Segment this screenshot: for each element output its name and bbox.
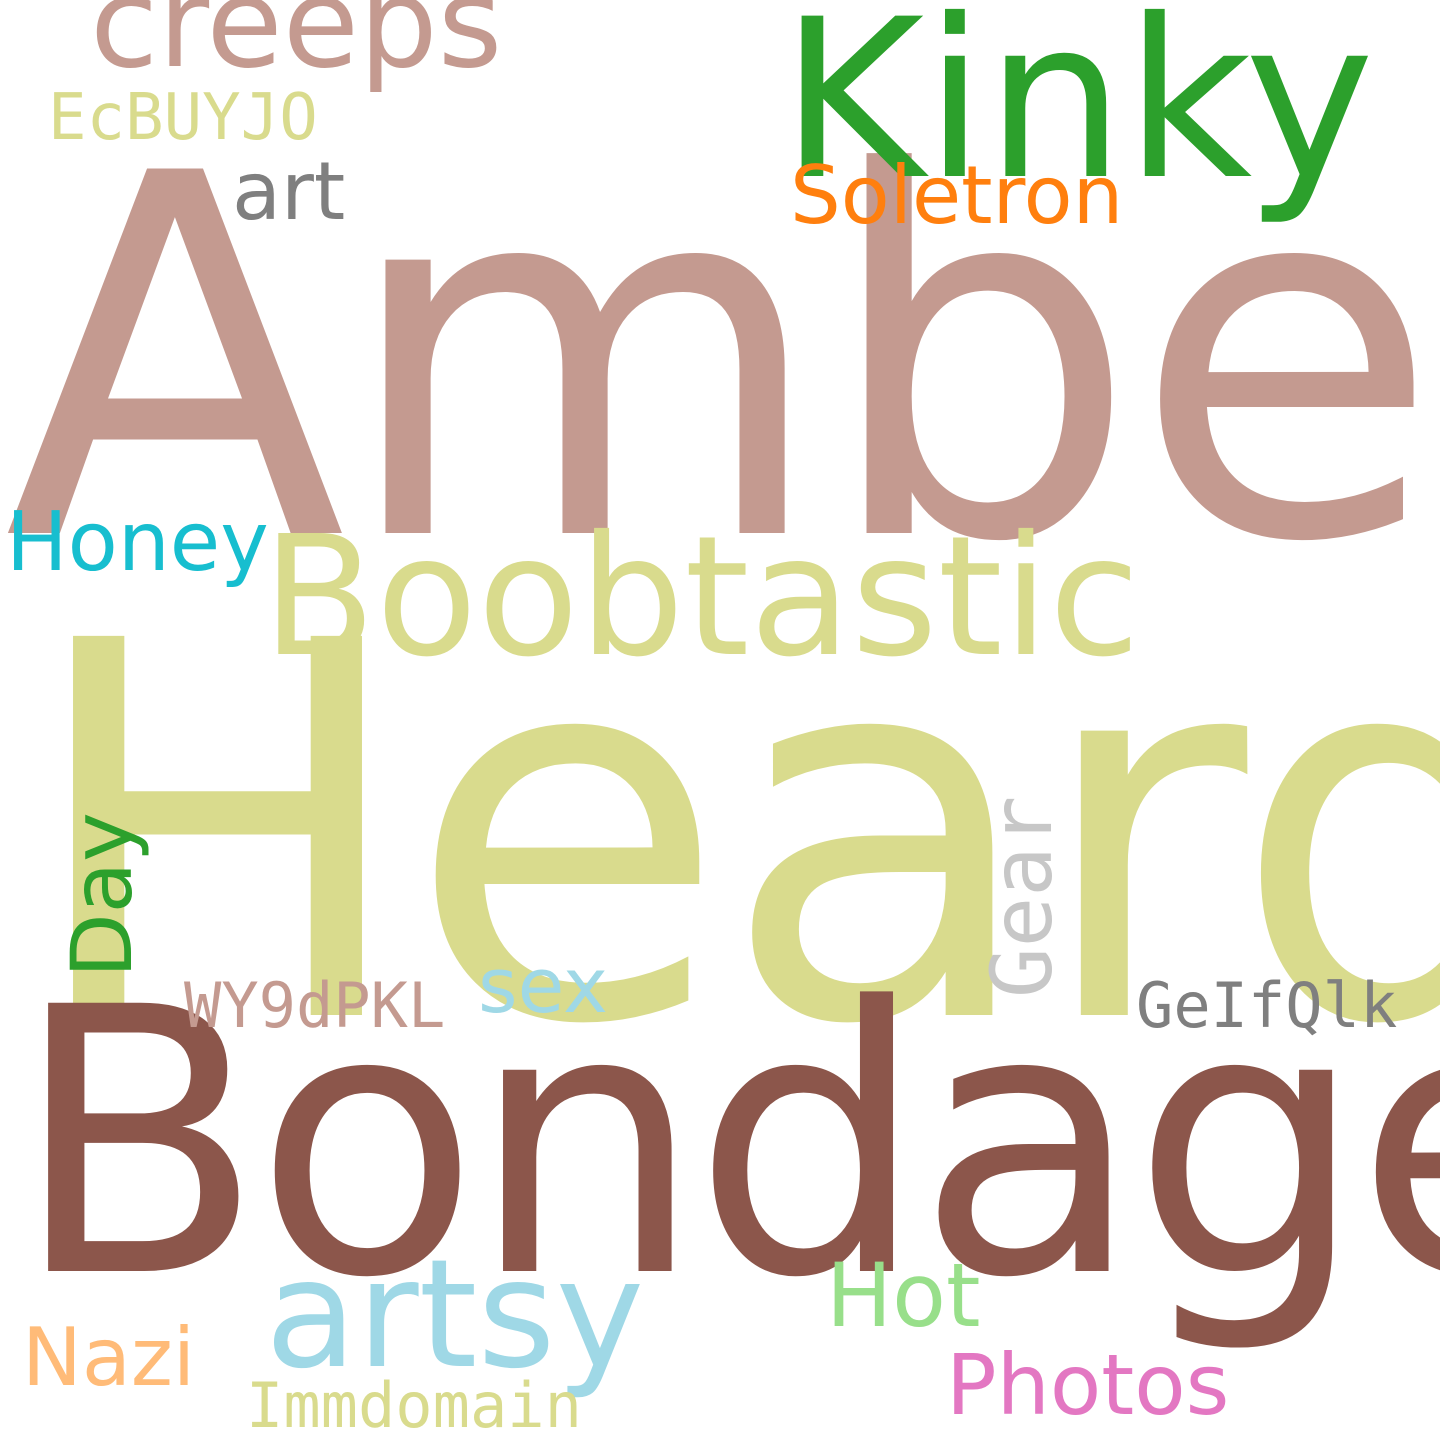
word-creeps: creeps [90,0,503,96]
word-artsy: artsy [265,1228,645,1402]
word-ecbuyjo: EcBUYJO [48,81,318,155]
word-wy9dpkl: WY9dPKL [184,969,446,1042]
word-gear: Gear [973,795,1071,998]
word-art: art [232,145,346,238]
word-immdomain: Immdomain [246,1369,582,1440]
word-geifqlk: GeIfQlk [1136,969,1398,1042]
word-photos: Photos [946,1336,1230,1434]
word-nazi: Nazi [22,1311,196,1404]
word-kinky: Kinky [780,0,1375,228]
word-soletron: Soletron [790,149,1124,242]
word-honey: Honey [6,495,269,590]
word-bondage: Bondage [12,929,1440,1358]
word-day: Day [53,812,151,978]
word-sex: sex [478,941,608,1030]
word-hot: Hot [826,1244,981,1347]
word-boobtastic: Boobtastic [262,501,1141,694]
word-heard: Heard [22,532,1440,1138]
word-amber: Amber [4,69,1440,651]
